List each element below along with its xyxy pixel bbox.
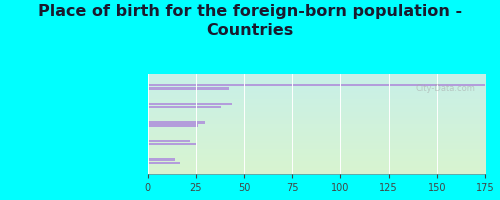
Bar — [148, 84, 485, 86]
Bar — [148, 103, 232, 105]
Bar — [148, 87, 228, 90]
Text: City-Data.com: City-Data.com — [415, 84, 475, 93]
Bar — [148, 124, 198, 127]
Text: Place of birth for the foreign-born population -
Countries: Place of birth for the foreign-born popu… — [38, 4, 462, 38]
Bar — [148, 140, 190, 142]
Bar — [148, 162, 180, 164]
Bar — [148, 143, 196, 145]
Bar — [148, 121, 206, 124]
Bar — [148, 106, 221, 108]
Bar — [148, 158, 174, 161]
